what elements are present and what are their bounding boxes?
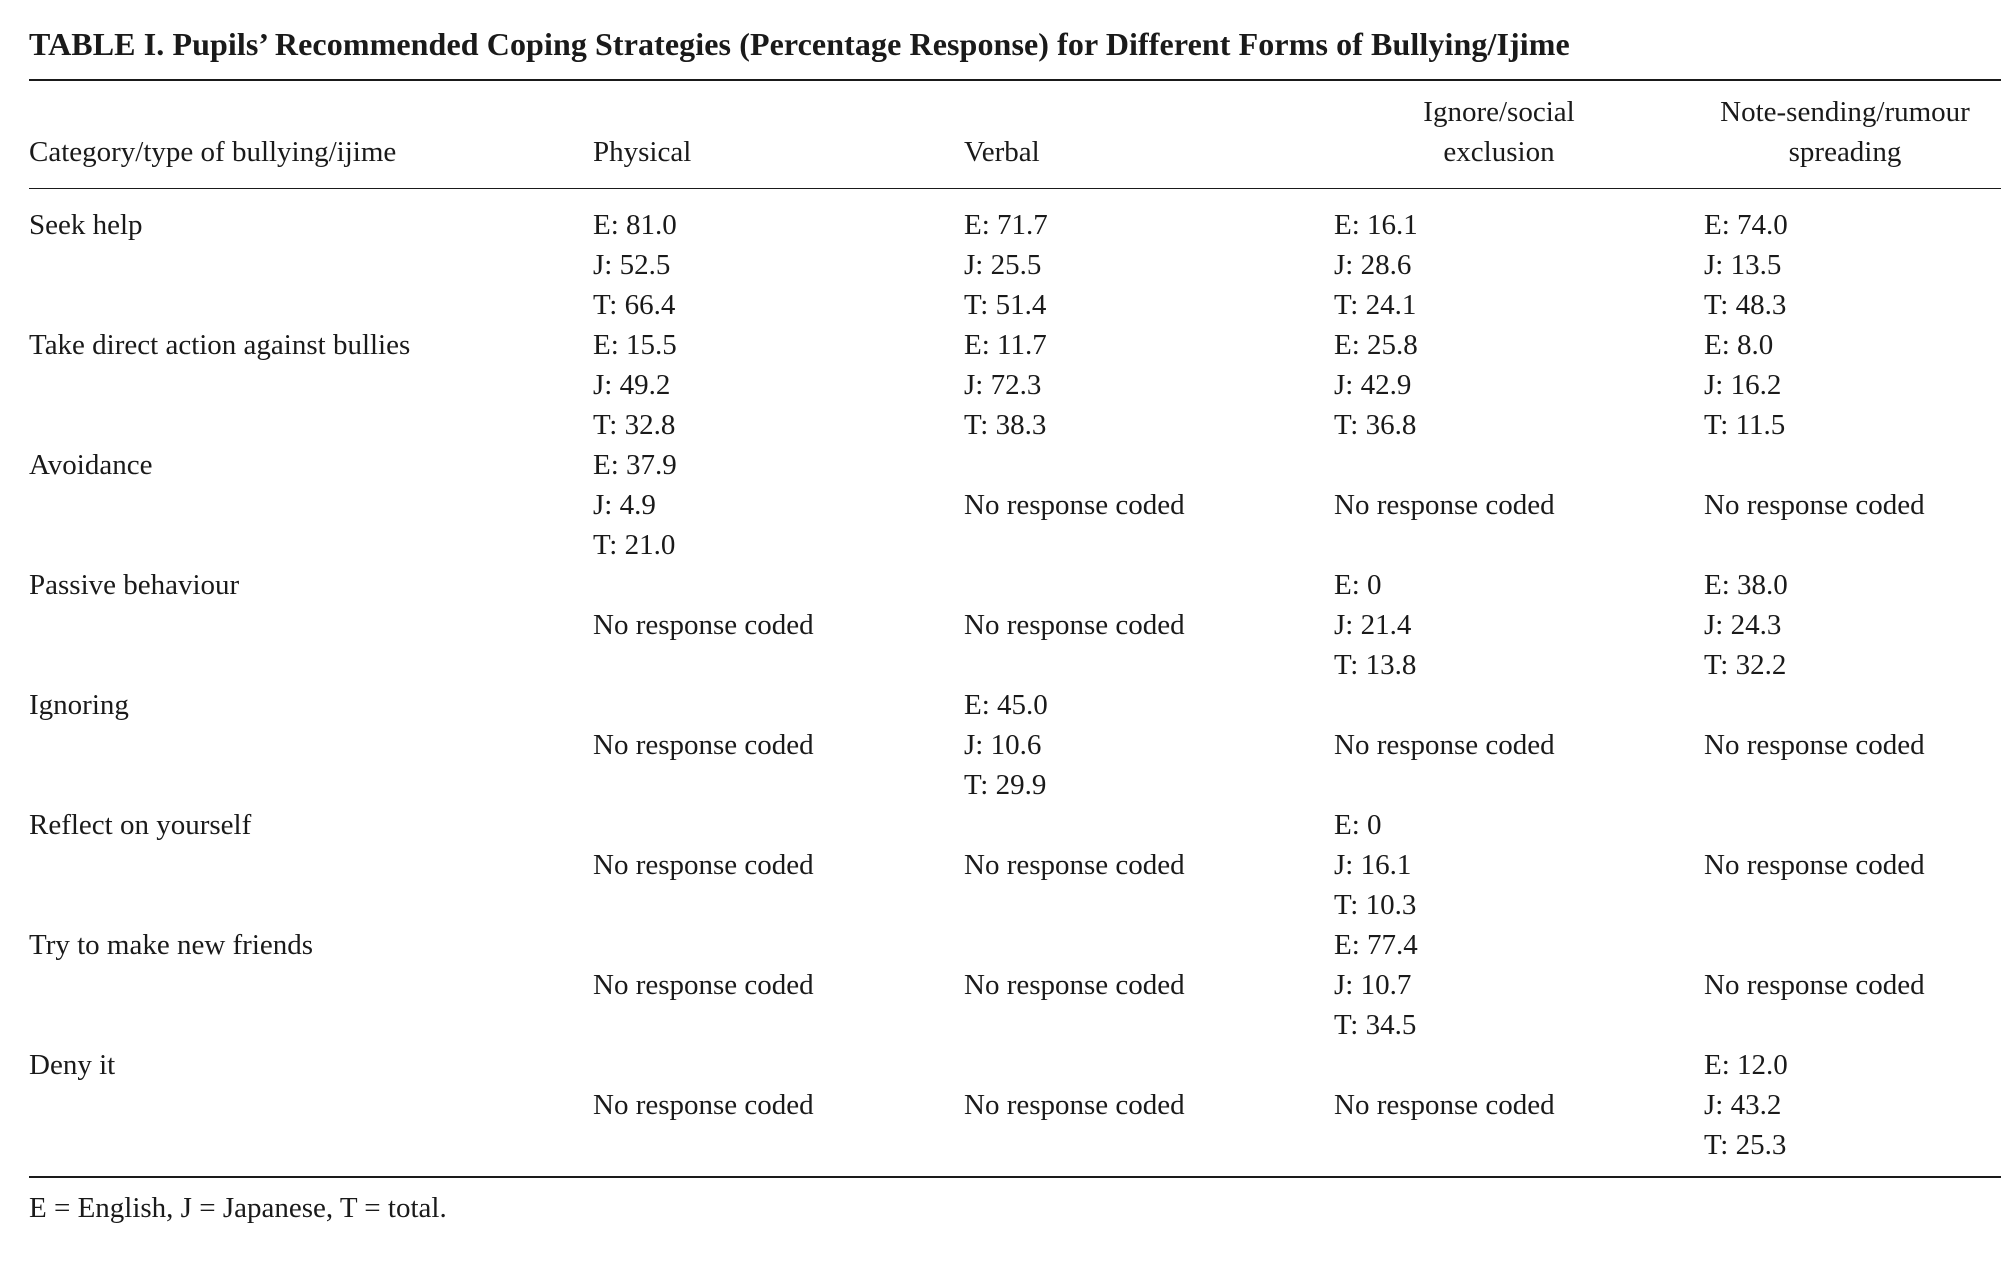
cell-value: J: 28.6 xyxy=(1334,249,1412,281)
cell-value: J: 16.2 xyxy=(1704,369,1782,401)
cell-physical: E: 37.9 J: 4.9 T: 21.0 xyxy=(593,445,677,565)
row-label: Deny it xyxy=(29,1049,116,1081)
cell-verbal: E: 71.7 J: 25.5 T: 51.4 xyxy=(964,205,1048,325)
cell-ignore: No response coded xyxy=(1334,489,1555,521)
cell-ignore: E: 77.4 J: 10.7 T: 34.5 xyxy=(1334,925,1418,1045)
cell-value: E: 16.1 xyxy=(1334,209,1418,241)
cell-verbal: No response coded xyxy=(964,1089,1185,1121)
cell-value: J: 49.2 xyxy=(593,369,671,401)
cell-physical: No response coded xyxy=(593,969,814,1001)
row-label: Seek help xyxy=(29,209,143,241)
cell-physical: No response coded xyxy=(593,1089,814,1121)
cell-value: E: 25.8 xyxy=(1334,329,1418,361)
cell-value: J: 52.5 xyxy=(593,249,671,281)
cell-note: E: 8.0 J: 16.2 T: 11.5 xyxy=(1704,325,1785,445)
cell-value: E: 37.9 xyxy=(593,449,677,481)
cell-value: E: 74.0 xyxy=(1704,209,1788,241)
table-footnote: E = English, J = Japanese, T = total. xyxy=(29,1192,447,1224)
header-verbal: Verbal xyxy=(964,136,1040,168)
cell-value: J: 4.9 xyxy=(593,489,656,521)
cell-note: No response coded xyxy=(1704,489,1925,521)
row-label: Ignoring xyxy=(29,689,129,721)
cell-verbal: No response coded xyxy=(964,489,1185,521)
cell-value: J: 10.6 xyxy=(964,729,1042,761)
cell-value: E: 81.0 xyxy=(593,209,677,241)
cell-value: E: 0 xyxy=(1334,569,1382,601)
header-note-sending: Note-sending/rumour spreading xyxy=(1695,92,1995,172)
header-rule xyxy=(29,188,2001,189)
header-note-line2: spreading xyxy=(1788,136,1902,168)
cell-value: T: 34.5 xyxy=(1334,1009,1417,1041)
cell-value: J: 25.5 xyxy=(964,249,1042,281)
cell-value: T: 21.0 xyxy=(593,529,676,561)
header-ignore-exclusion: Ignore/social exclusion xyxy=(1329,92,1669,172)
cell-physical: No response coded xyxy=(593,609,814,641)
cell-ignore: E: 0 J: 21.4 T: 13.8 xyxy=(1334,565,1416,685)
cell-value: J: 72.3 xyxy=(964,369,1042,401)
cell-value: E: 71.7 xyxy=(964,209,1048,241)
cell-value: T: 13.8 xyxy=(1334,649,1417,681)
row-label: Passive behaviour xyxy=(29,569,240,601)
cell-physical: No response coded xyxy=(593,729,814,761)
row-label: Reflect on yourself xyxy=(29,809,252,841)
cell-value: T: 38.3 xyxy=(964,409,1047,441)
header-physical: Physical xyxy=(593,136,692,168)
cell-verbal: No response coded xyxy=(964,609,1185,641)
cell-note: E: 74.0 J: 13.5 T: 48.3 xyxy=(1704,205,1788,325)
cell-physical: E: 15.5 J: 49.2 T: 32.8 xyxy=(593,325,677,445)
cell-value: T: 24.1 xyxy=(1334,289,1417,321)
cell-value: J: 10.7 xyxy=(1334,969,1412,1001)
row-label: Avoidance xyxy=(29,449,153,481)
cell-ignore: E: 0 J: 16.1 T: 10.3 xyxy=(1334,805,1416,925)
cell-value: T: 10.3 xyxy=(1334,889,1417,921)
cell-value: T: 66.4 xyxy=(593,289,676,321)
cell-value: E: 11.7 xyxy=(964,329,1047,361)
bottom-rule xyxy=(29,1176,2001,1178)
cell-value: E: 8.0 xyxy=(1704,329,1774,361)
cell-physical: No response coded xyxy=(593,849,814,881)
cell-value: J: 13.5 xyxy=(1704,249,1782,281)
cell-value: T: 25.3 xyxy=(1704,1129,1787,1161)
row-label: Take direct action against bullies xyxy=(29,329,411,361)
cell-value: E: 15.5 xyxy=(593,329,677,361)
cell-value: T: 48.3 xyxy=(1704,289,1787,321)
cell-note: No response coded xyxy=(1704,969,1925,1001)
cell-verbal: E: 45.0 J: 10.6 T: 29.9 xyxy=(964,685,1048,805)
cell-value: J: 16.1 xyxy=(1334,849,1412,881)
row-label: Try to make new friends xyxy=(29,929,314,961)
cell-note: E: 38.0 J: 24.3 T: 32.2 xyxy=(1704,565,1788,685)
cell-note: No response coded xyxy=(1704,849,1925,881)
cell-value: J: 43.2 xyxy=(1704,1089,1782,1121)
cell-value: E: 45.0 xyxy=(964,689,1048,721)
header-note-line1: Note-sending/rumour xyxy=(1720,96,1970,128)
cell-value: T: 11.5 xyxy=(1704,409,1786,441)
cell-ignore: No response coded xyxy=(1334,729,1555,761)
cell-value: T: 51.4 xyxy=(964,289,1047,321)
cell-verbal: No response coded xyxy=(964,969,1185,1001)
cell-value: T: 36.8 xyxy=(1334,409,1417,441)
cell-ignore: E: 16.1 J: 28.6 T: 24.1 xyxy=(1334,205,1418,325)
cell-value: E: 77.4 xyxy=(1334,929,1418,961)
cell-value: J: 24.3 xyxy=(1704,609,1782,641)
cell-physical: E: 81.0 J: 52.5 T: 66.4 xyxy=(593,205,677,325)
cell-ignore: No response coded xyxy=(1334,1089,1555,1121)
cell-value: T: 32.2 xyxy=(1704,649,1787,681)
cell-verbal: E: 11.7 J: 72.3 T: 38.3 xyxy=(964,325,1047,445)
cell-value: J: 42.9 xyxy=(1334,369,1412,401)
cell-value: E: 0 xyxy=(1334,809,1382,841)
header-ignore-line1: Ignore/social xyxy=(1423,96,1575,128)
cell-verbal: No response coded xyxy=(964,849,1185,881)
table-title: TABLE I. Pupils’ Recommended Coping Stra… xyxy=(29,26,1570,62)
cell-value: J: 21.4 xyxy=(1334,609,1412,641)
cell-value: T: 29.9 xyxy=(964,769,1047,801)
cell-value: T: 32.8 xyxy=(593,409,676,441)
header-category: Category/type of bullying/ijime xyxy=(29,136,397,168)
cell-value: E: 38.0 xyxy=(1704,569,1788,601)
cell-ignore: E: 25.8 J: 42.9 T: 36.8 xyxy=(1334,325,1418,445)
top-rule xyxy=(29,79,2001,81)
header-ignore-line2: exclusion xyxy=(1443,136,1555,168)
cell-note: No response coded xyxy=(1704,729,1925,761)
cell-value: E: 12.0 xyxy=(1704,1049,1788,1081)
cell-note: E: 12.0 J: 43.2 T: 25.3 xyxy=(1704,1045,1788,1165)
